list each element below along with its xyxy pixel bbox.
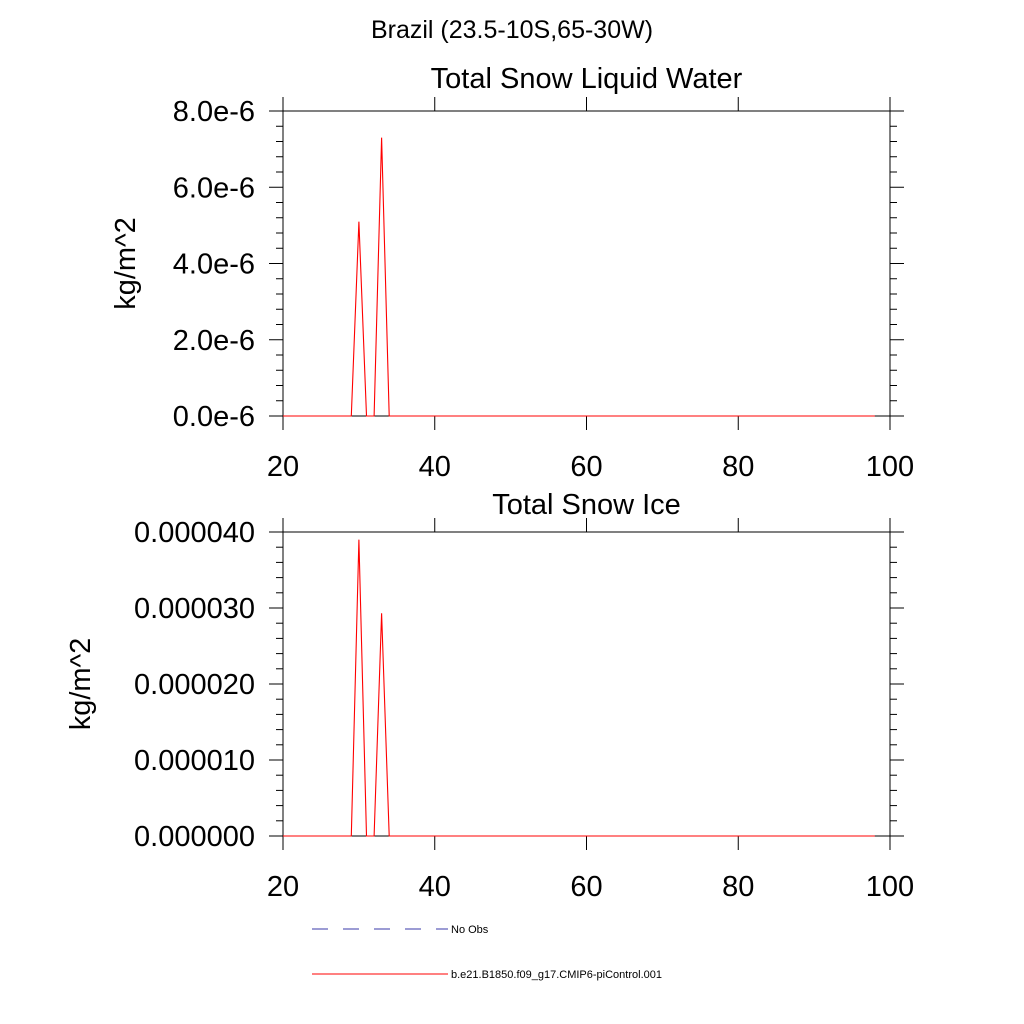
y-tick-label: 6.0e-6 xyxy=(173,172,255,204)
panel-title: Total Snow Liquid Water xyxy=(431,63,743,95)
y-tick-label: 4.0e-6 xyxy=(173,249,255,281)
chart-legend: No Obs b.e21.B1850.f09_g17.CMIP6-piContro… xyxy=(312,924,662,981)
y-tick-label: 0.000030 xyxy=(134,593,255,625)
y-tick-label: 2.0e-6 xyxy=(173,325,255,357)
x-tick-label: 100 xyxy=(866,451,914,483)
panel-snow-ice: Total Snow Ice 20 40 60 80 100 0.000000 0.00001… xyxy=(65,489,914,903)
plot-frame xyxy=(282,110,891,417)
x-tick-label: 100 xyxy=(866,871,914,903)
y-tick-label: 0.000010 xyxy=(134,745,255,777)
y-tick-label: 8.0e-6 xyxy=(173,96,255,128)
plot-frame xyxy=(282,531,891,837)
y-tick-label: 0.000000 xyxy=(134,821,255,853)
figure-suptitle: Brazil (23.5-10S,65-30W) xyxy=(370,16,654,44)
series-line xyxy=(283,539,875,837)
x-tick-label: 60 xyxy=(570,451,602,483)
series-line xyxy=(283,137,875,417)
panel-title: Total Snow Ice xyxy=(492,489,681,521)
x-tick-label: 20 xyxy=(267,451,299,483)
legend-label: No Obs xyxy=(451,924,489,936)
x-tick-label: 40 xyxy=(419,871,451,903)
x-tick-label: 40 xyxy=(419,451,451,483)
y-tick-label: 0.000040 xyxy=(134,517,255,549)
panel-snow-liquid-water: Total Snow Liquid Water 20 40 60 80 100 0.0e-6… xyxy=(110,63,914,483)
x-tick-label: 60 xyxy=(570,871,602,903)
legend-label: b.e21.B1850.f09_g17.CMIP6-piControl.001 xyxy=(451,969,662,981)
y-tick-label: 0.0e-6 xyxy=(173,401,255,433)
x-tick-label: 80 xyxy=(722,451,754,483)
y-axis-label: kg/m^2 xyxy=(65,638,97,731)
x-tick-label: 20 xyxy=(267,871,299,903)
y-axis-label: kg/m^2 xyxy=(110,217,142,310)
x-tick-label: 80 xyxy=(722,871,754,903)
y-tick-label: 0.000020 xyxy=(134,669,255,701)
